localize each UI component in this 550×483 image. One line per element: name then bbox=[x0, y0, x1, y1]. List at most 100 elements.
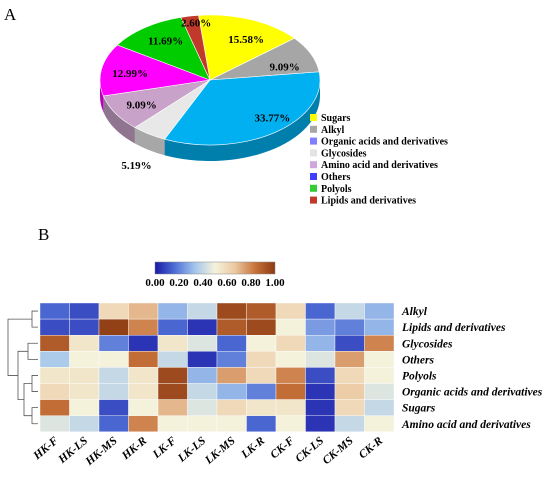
heatmap-cell bbox=[275, 367, 306, 384]
heatmap-cell bbox=[39, 318, 70, 336]
col-label-3: HK-R bbox=[119, 435, 149, 463]
row-label-7: Amino acid and derivatives bbox=[401, 419, 531, 431]
legend-label-7: Lipids and derivatives bbox=[321, 196, 416, 207]
legend-swatch-1 bbox=[310, 125, 317, 133]
heatmap-cell bbox=[216, 367, 247, 384]
heatmap-cell bbox=[364, 415, 395, 433]
heatmap-cell bbox=[216, 351, 247, 368]
pie-label-5: 12.99% bbox=[112, 68, 148, 80]
pie-side-5 bbox=[100, 80, 104, 112]
heatmap-cell bbox=[69, 335, 100, 352]
heatmap-cell bbox=[128, 318, 159, 336]
col-label-8: CK-F bbox=[268, 435, 297, 462]
heatmap bbox=[39, 302, 395, 433]
heatmap-cell bbox=[216, 415, 247, 433]
row-label-0: Alkyl bbox=[401, 306, 428, 318]
heatmap-cell bbox=[275, 383, 306, 400]
heatmap-cell bbox=[246, 318, 277, 336]
heatmap-cell bbox=[69, 318, 100, 336]
heatmap-cell bbox=[305, 415, 336, 433]
heatmap-cell bbox=[39, 302, 70, 320]
panel-a-label: A bbox=[4, 5, 17, 24]
heatmap-cell bbox=[69, 302, 100, 320]
heatmap-cell bbox=[69, 399, 100, 416]
heatmap-cell bbox=[157, 383, 188, 400]
heatmap-cell bbox=[69, 383, 100, 400]
heatmap-cell bbox=[305, 318, 336, 336]
legend-label-2: Organic acids and derivatives bbox=[321, 137, 448, 148]
heatmap-cell bbox=[246, 351, 277, 368]
scale-tick-label-5: 1.00 bbox=[265, 277, 285, 289]
heatmap-cell bbox=[69, 415, 100, 433]
heatmap-cell bbox=[187, 335, 218, 352]
heatmap-cell bbox=[187, 399, 218, 416]
pie-slice-6 bbox=[116, 16, 211, 81]
heatmap-cell bbox=[69, 367, 100, 384]
heatmap-cell bbox=[216, 318, 247, 336]
heatmap-cell bbox=[39, 383, 70, 400]
heatmap-cell bbox=[334, 302, 365, 320]
heatmap-cell bbox=[334, 399, 365, 416]
pie-label-7: 2.60% bbox=[181, 18, 211, 30]
heatmap-cell bbox=[364, 383, 395, 400]
heatmap-cell bbox=[246, 367, 277, 384]
col-label-5: LK-LS bbox=[175, 435, 208, 465]
heatmap-cell bbox=[157, 335, 188, 352]
heatmap-cell bbox=[39, 335, 70, 352]
scale-tick-label-1: 0.20 bbox=[169, 277, 189, 289]
dendrogram-link bbox=[31, 310, 38, 328]
heatmap-cell bbox=[216, 302, 247, 320]
legend-swatch-3 bbox=[310, 149, 317, 157]
legend-label-1: Alkyl bbox=[321, 125, 345, 136]
dendrogram-link bbox=[7, 318, 32, 376]
heatmap-cell bbox=[334, 415, 365, 433]
heatmap-cell bbox=[157, 367, 188, 384]
heatmap-cell bbox=[275, 399, 306, 416]
col-label-7: LK-R bbox=[239, 435, 268, 462]
heatmap-cell bbox=[98, 302, 129, 320]
heatmap-cell bbox=[39, 351, 70, 368]
heatmap-cell bbox=[334, 318, 365, 336]
heatmap-cell bbox=[39, 367, 70, 384]
heatmap-cell bbox=[246, 335, 277, 352]
row-dendrogram bbox=[7, 310, 38, 425]
heatmap-cell bbox=[39, 415, 70, 433]
heatmap-cell bbox=[216, 399, 247, 416]
heatmap-cell bbox=[334, 351, 365, 368]
heatmap-cell bbox=[98, 318, 129, 336]
heatmap-row-labels: Alkyl Lipids and derivatives Glycosides Oth… bbox=[401, 306, 543, 431]
heatmap-cell bbox=[128, 367, 159, 384]
scale-tick-label-4: 0.80 bbox=[241, 277, 261, 289]
heatmap-cell bbox=[275, 302, 306, 320]
legend-swatch-7 bbox=[310, 196, 317, 204]
heatmap-cell bbox=[39, 399, 70, 416]
row-label-1: Lipids and derivatives bbox=[401, 322, 506, 334]
heatmap-cell bbox=[98, 383, 129, 400]
heatmap-cell bbox=[128, 351, 159, 368]
dendrogram-link bbox=[23, 383, 32, 417]
pie-chart: 15.58% 9.09% 33.77% 5.19% 9.09% 12.99% 11.69% 2… bbox=[99, 14, 321, 172]
legend-label-3: Glycosides bbox=[321, 148, 367, 159]
heatmap-cell bbox=[157, 351, 188, 368]
pie-label-3: 5.19% bbox=[121, 160, 151, 172]
pie-label-1: 9.09% bbox=[269, 61, 299, 73]
pie-slice-7 bbox=[180, 15, 211, 81]
row-label-2: Glycosides bbox=[402, 338, 453, 350]
heatmap-cell bbox=[216, 383, 247, 400]
heatmap-cell bbox=[246, 399, 277, 416]
heatmap-cell bbox=[98, 335, 129, 352]
heatmap-cell bbox=[187, 415, 218, 433]
heatmap-cell bbox=[305, 351, 336, 368]
heatmap-cell bbox=[98, 351, 129, 368]
heatmap-cell bbox=[187, 383, 218, 400]
dendrogram-link bbox=[31, 375, 38, 392]
legend-swatch-6 bbox=[310, 184, 317, 192]
heatmap-cell bbox=[157, 318, 188, 336]
heatmap-cell bbox=[187, 351, 218, 368]
panel-b-label: B bbox=[38, 225, 49, 244]
heatmap-cell bbox=[275, 335, 306, 352]
col-label-2: HK-MS bbox=[83, 435, 120, 469]
